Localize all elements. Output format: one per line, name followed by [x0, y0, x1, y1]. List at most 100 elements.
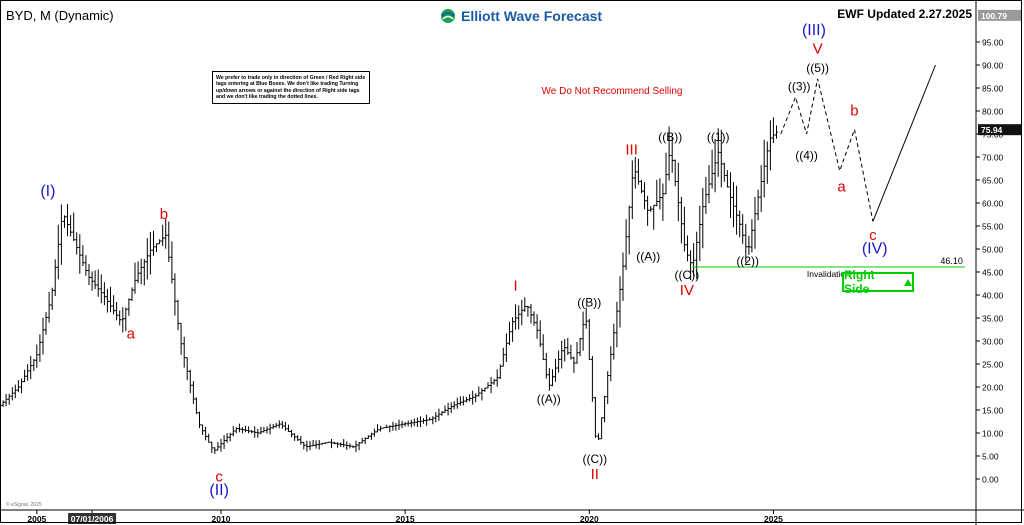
ohlc-bar	[590, 356, 594, 402]
ohlc-bar	[621, 252, 625, 301]
x-tick-label: 2010	[212, 514, 231, 524]
ohlc-bar	[732, 182, 735, 228]
wave-label: ((3))	[788, 79, 811, 93]
ohlc-bar	[253, 426, 257, 438]
wave-label: ((A))	[537, 392, 561, 406]
ohlc-bar	[247, 426, 251, 434]
ohlc-bar	[207, 433, 211, 443]
ohlc-bar	[547, 368, 551, 391]
ohlc-bar	[532, 311, 536, 326]
ohlc-bar	[360, 437, 364, 444]
ohlc-bar	[661, 183, 665, 221]
ohlc-bar	[222, 435, 226, 449]
ohlc-bar	[7, 393, 11, 405]
ohlc-bar	[256, 428, 260, 438]
ohlc-bar	[191, 381, 195, 404]
ohlc-bar	[219, 438, 223, 452]
ohlc-bar	[440, 411, 444, 416]
x-tick-label: 2015	[396, 514, 415, 524]
ohlc-bar	[624, 219, 628, 270]
ohlc-bar	[673, 159, 677, 187]
ohlc-bar	[768, 120, 772, 171]
ohlc-bar	[32, 358, 36, 371]
y-tick-label: 55.00	[982, 222, 1004, 232]
ohlc-bar	[173, 273, 177, 316]
invalidation-label: Invalidation Level	[807, 269, 873, 279]
wave-label: ((C))	[582, 452, 607, 466]
ohlc-bar	[345, 441, 349, 450]
brand-globe-icon	[441, 9, 455, 23]
ohlc-bar	[326, 441, 330, 444]
ohlc-bar	[557, 350, 561, 373]
ohlc-bar	[722, 162, 726, 182]
ohlc-bar	[501, 347, 505, 367]
ohlc-bar	[707, 165, 711, 204]
y-tick-label: 35.00	[982, 314, 1004, 324]
ohlc-bar	[738, 210, 742, 238]
ohlc-bar	[437, 408, 441, 421]
ohlc-bar	[210, 441, 214, 453]
ohlc-bar	[759, 165, 763, 212]
ohlc-bar	[118, 310, 122, 326]
ohlc-bar	[198, 411, 201, 429]
wave-label: (III)	[802, 22, 826, 39]
ohlc-bar	[468, 394, 472, 402]
ohlc-bar	[412, 418, 416, 427]
ohlc-bar	[296, 435, 300, 441]
ohlc-bar	[560, 340, 564, 369]
ohlc-bar	[164, 218, 168, 249]
ohlc-bar	[158, 239, 162, 245]
ohlc-bar	[419, 416, 422, 428]
ohlc-bar	[741, 214, 745, 244]
ohlc-bar	[747, 235, 751, 255]
ohlc-bar	[250, 430, 254, 434]
ohlc-bar	[81, 245, 85, 266]
ohlc-bar	[520, 299, 524, 326]
wave-label: IV	[680, 282, 694, 299]
ohlc-bar	[492, 378, 496, 385]
ohlc-bar	[115, 302, 119, 321]
ohlc-bar	[280, 421, 284, 429]
ohlc-bar	[142, 259, 146, 286]
y-tick-label: 5.00	[982, 452, 999, 462]
ohlc-bar	[93, 270, 97, 290]
ohlc-bar	[357, 442, 361, 451]
ohlc-bar	[406, 420, 410, 427]
ohlc-bar	[523, 297, 527, 312]
ohlc-bar	[342, 439, 346, 448]
ohlc-bar	[431, 416, 435, 425]
x-tick-label: 07/01/2006	[71, 514, 114, 524]
ohlc-bar	[47, 291, 51, 323]
ohlc-bar	[609, 346, 613, 382]
x-tick-highlight	[68, 513, 117, 524]
ohlc-bar	[471, 390, 475, 405]
ohlc-bar	[314, 440, 318, 449]
ohlc-bar	[593, 397, 597, 438]
ohlc-bar	[112, 295, 116, 315]
ohlc-bar	[535, 314, 539, 339]
ohlc-bar	[56, 224, 60, 280]
ohlc-bar	[336, 442, 340, 448]
recommendation-text: We Do Not Recommend Selling	[542, 86, 683, 97]
ohlc-bar	[13, 384, 17, 399]
ohlc-bar	[483, 387, 487, 392]
ohlc-bar	[348, 443, 352, 449]
wave-label: III	[625, 142, 638, 159]
updated-label: EWF Updated 2.27.2025	[837, 7, 972, 21]
ohlc-bar	[554, 358, 557, 382]
ohlc-bar	[649, 206, 653, 212]
invalidation-value: 46.10	[940, 256, 963, 266]
ohlc-bar	[330, 439, 333, 449]
ohlc-bar	[701, 187, 705, 249]
ohlc-bar	[44, 312, 48, 335]
ohlc-bar	[53, 259, 57, 296]
wave-label: ((2))	[736, 254, 759, 268]
ohlc-bar	[658, 178, 662, 210]
ohlc-bar	[317, 440, 321, 450]
ohlc-bar	[474, 393, 478, 403]
ohlc-bar	[75, 232, 79, 255]
ohlc-bar	[517, 305, 521, 330]
ohlc-bar	[415, 417, 419, 427]
ohlc-bar	[581, 311, 585, 351]
